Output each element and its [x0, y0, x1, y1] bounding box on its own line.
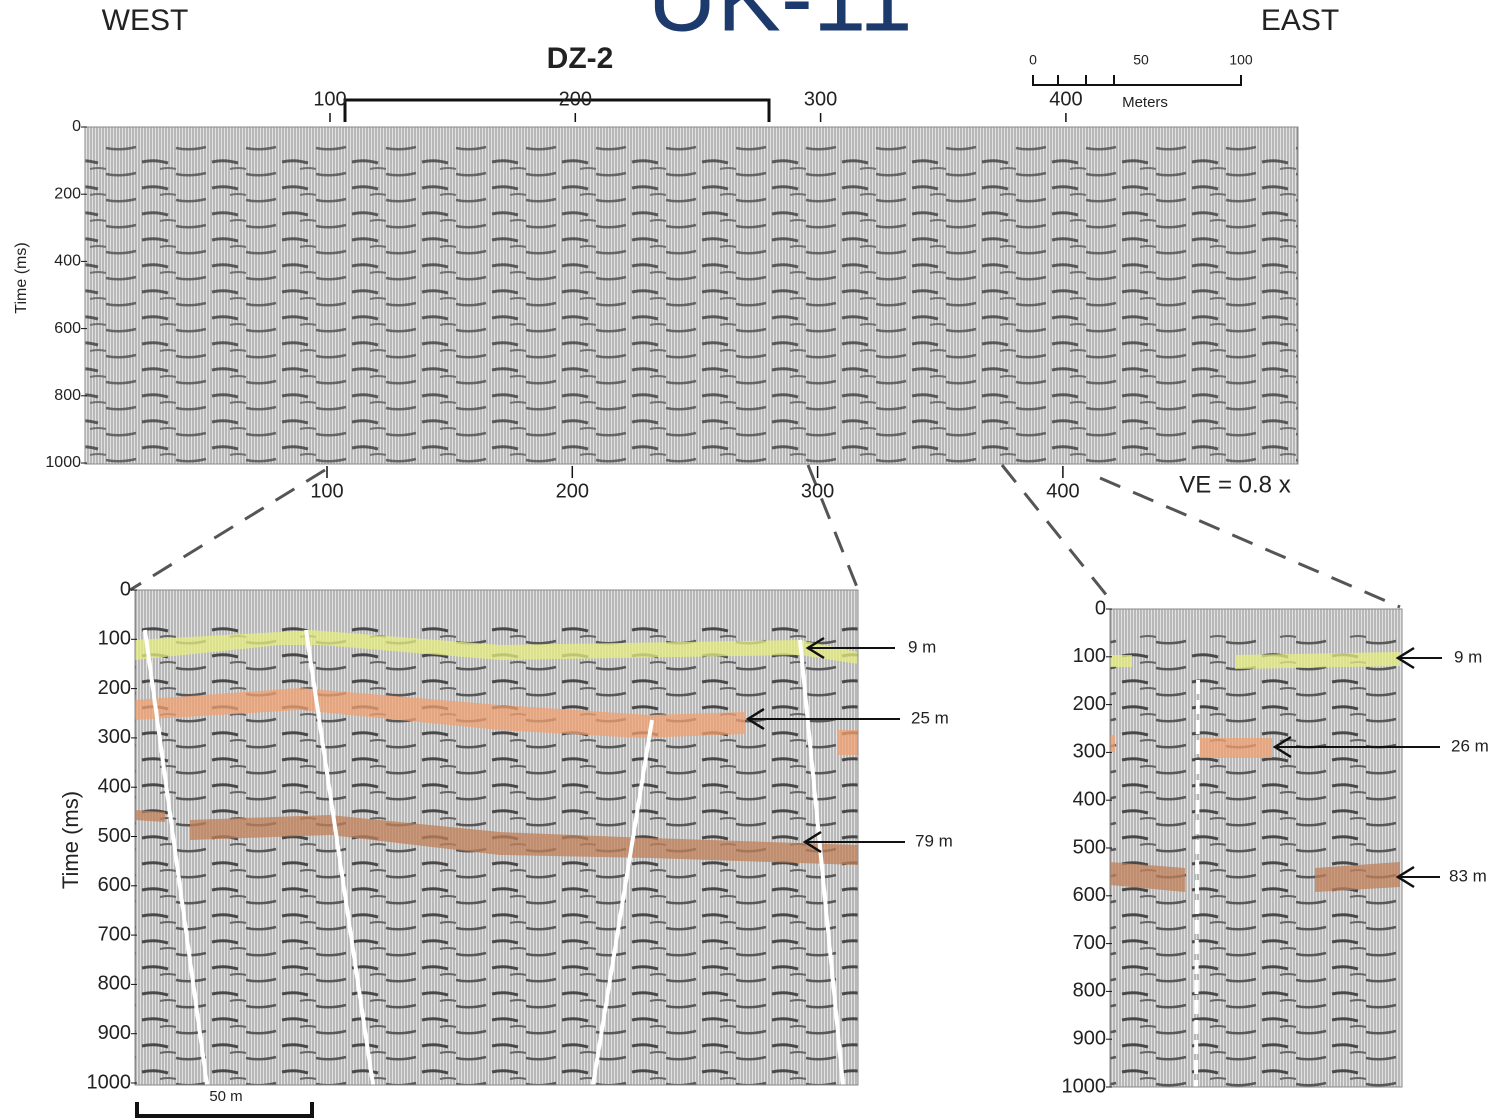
y-axis-label: Time (ms)	[58, 791, 83, 889]
y-tick-label: 800	[1073, 980, 1106, 1002]
y-tick-label: 800	[54, 387, 81, 404]
y-tick-label: 600	[1073, 884, 1106, 906]
x-tick-label: 200	[556, 480, 589, 502]
y-tick-label: 1000	[1062, 1075, 1107, 1097]
x-tick-label: 100	[313, 88, 346, 110]
fault	[1196, 680, 1198, 1087]
scale-label: 0	[1029, 52, 1037, 68]
y-tick-label: 700	[98, 923, 131, 945]
y-tick-label: 800	[98, 973, 131, 995]
title: UK-11	[648, 0, 913, 51]
scale-bar-label: 50 m	[209, 1088, 242, 1105]
y-tick-label: 100	[98, 628, 131, 650]
y-tick-label: 500	[98, 825, 131, 847]
y-tick-label: 600	[54, 320, 81, 337]
y-tick-label: 400	[54, 253, 81, 270]
y-tick-label: 400	[98, 775, 131, 797]
figure: WEST EAST UK-11 DZ-2 0 50 100 Meters Time …	[0, 0, 1502, 1120]
y-tick-label: 200	[54, 185, 81, 202]
east-label: EAST	[1261, 4, 1339, 37]
scale-label: 50	[1133, 52, 1149, 68]
scale-unit: Meters	[1122, 94, 1168, 111]
scale-labels: 0 50 100	[1029, 52, 1253, 68]
y-tick-label: 500	[1073, 836, 1106, 858]
section-bracket	[345, 100, 769, 122]
section-label: DZ-2	[547, 42, 614, 75]
scale-label: 100	[1229, 52, 1253, 68]
scale-bar	[1033, 75, 1241, 85]
y-tick-label: 900	[98, 1022, 131, 1044]
y-tick-label: 0	[120, 578, 131, 600]
y-tick-label: 0	[72, 118, 81, 135]
y-tick-label: 600	[98, 874, 131, 896]
zoom-line	[130, 470, 325, 590]
seismic-reflectors	[1110, 635, 1402, 1087]
horizon-label: 79 m	[915, 831, 953, 850]
x-tick-label: 300	[801, 480, 834, 502]
y-tick-label: 200	[98, 677, 131, 699]
y-tick-label: 1000	[45, 454, 81, 471]
horizon-label: 83 m	[1449, 866, 1487, 885]
y-axis-label: Time (ms)	[13, 242, 30, 313]
y-tick-label: 100	[1073, 645, 1106, 667]
horizon-label: 25 m	[911, 708, 949, 727]
y-tick-label: 1000	[87, 1071, 132, 1093]
x-tick-label: 400	[1046, 480, 1079, 502]
x-tick-label: 400	[1049, 88, 1082, 110]
y-tick-label: 300	[1073, 741, 1106, 763]
horizon-label: 9 m	[908, 637, 936, 656]
horizon-label: 9 m	[1454, 647, 1482, 666]
x-tick-label: 300	[804, 88, 837, 110]
horizon-label: 26 m	[1451, 736, 1489, 755]
y-tick-label: 0	[1095, 597, 1106, 619]
y-tick-label: 700	[1073, 932, 1106, 954]
x-tick-label: 200	[559, 88, 592, 110]
y-tick-label: 300	[98, 726, 131, 748]
seismic-reflectors	[85, 145, 1298, 464]
ve-label: VE = 0.8 x	[1179, 471, 1290, 498]
y-tick-label: 200	[1073, 693, 1106, 715]
y-tick-label: 900	[1073, 1027, 1106, 1049]
y-tick-label: 400	[1073, 788, 1106, 810]
x-tick-label: 100	[310, 480, 343, 502]
west-label: WEST	[102, 4, 189, 37]
